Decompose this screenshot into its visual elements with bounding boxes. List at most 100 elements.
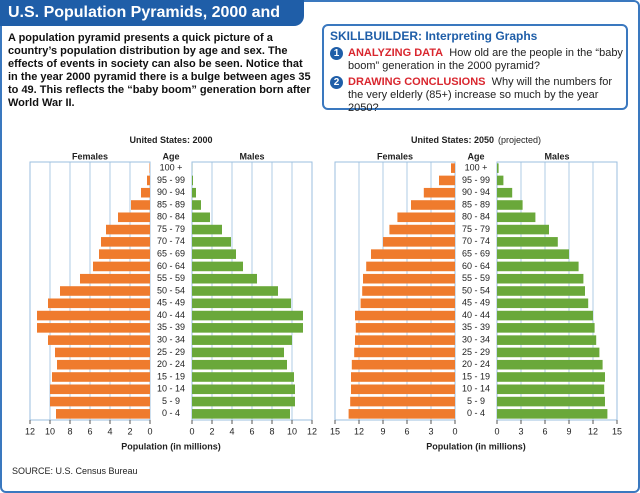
- category-label: 80 - 84: [157, 212, 185, 222]
- bar: [497, 163, 499, 173]
- item-number: 1: [330, 47, 343, 60]
- category-label: 85 - 89: [462, 199, 490, 209]
- category-heading: Age: [162, 151, 179, 161]
- item-body: DRAWING CONCLUSIONS Why will the numbers…: [348, 76, 626, 115]
- category-label: 20 - 24: [157, 359, 185, 369]
- series-heading: Females: [72, 151, 108, 161]
- bar: [389, 224, 455, 235]
- bar: [355, 310, 455, 321]
- bar: [497, 175, 504, 186]
- bar: [52, 372, 150, 382]
- bar: [192, 310, 303, 321]
- skillbuilder-title: SKILLBUILDER: Interpreting Graphs: [330, 29, 538, 43]
- bar: [383, 237, 455, 247]
- bar: [439, 175, 455, 186]
- bar: [192, 409, 290, 419]
- bar: [497, 187, 513, 198]
- bar: [55, 347, 150, 358]
- bar: [131, 200, 150, 210]
- item-text: Why will the numbers for the very elderl…: [348, 76, 613, 114]
- bar: [348, 409, 455, 419]
- category-label: 90 - 94: [157, 187, 185, 197]
- header-title: U.S. Population Pyramids, 2000 and 2050: [0, 0, 304, 47]
- bar: [101, 237, 150, 247]
- category-label: 60 - 64: [157, 261, 185, 271]
- bar: [497, 372, 605, 382]
- bar: [192, 212, 210, 223]
- category-label: 35 - 39: [157, 322, 185, 332]
- x-tick-label: 8: [67, 426, 72, 436]
- category-label: 70 - 74: [462, 236, 490, 246]
- bar: [363, 273, 455, 284]
- bar: [497, 224, 549, 235]
- chart-title-group: United States: 2000: [129, 135, 212, 145]
- x-axis-label: Population (in millions): [121, 441, 221, 451]
- x-tick-label: 10: [287, 426, 297, 436]
- bar: [351, 372, 455, 382]
- bar: [192, 249, 236, 259]
- category-label: 95 - 99: [157, 175, 185, 185]
- x-tick-label: 4: [107, 426, 112, 436]
- category-label: 5 - 9: [162, 396, 180, 406]
- category-label: 15 - 19: [157, 371, 185, 381]
- category-label: 100 +: [465, 163, 488, 173]
- bar: [192, 286, 278, 296]
- bar: [423, 187, 455, 198]
- category-label: 20 - 24: [462, 359, 490, 369]
- category-heading: Age: [467, 151, 484, 161]
- bar: [192, 175, 193, 186]
- bar: [362, 286, 455, 296]
- x-tick-label: 6: [542, 426, 547, 436]
- bar: [411, 200, 455, 210]
- skill-item: 2 DRAWING CONCLUSIONS Why will the numbe…: [330, 76, 626, 115]
- item-number: 2: [330, 76, 343, 89]
- bar: [48, 298, 150, 309]
- bar: [355, 335, 455, 345]
- bar: [497, 273, 584, 284]
- item-label: ANALYZING DATA: [348, 47, 444, 59]
- x-tick-label: 0: [189, 426, 194, 436]
- category-label: 45 - 49: [462, 298, 490, 308]
- bar: [192, 187, 196, 198]
- category-label: 10 - 14: [462, 384, 490, 394]
- category-label: 50 - 54: [462, 285, 490, 295]
- bar: [56, 409, 150, 419]
- category-label: 65 - 69: [157, 249, 185, 259]
- bar: [192, 273, 257, 284]
- x-tick-label: 10: [45, 426, 55, 436]
- bar: [192, 224, 222, 235]
- bar: [497, 335, 597, 345]
- x-tick-label: 2: [127, 426, 132, 436]
- bar: [192, 200, 201, 210]
- bar: [497, 249, 569, 259]
- x-tick-label: 4: [229, 426, 234, 436]
- skillbuilder: SKILLBUILDER: Interpreting Graphs 1 ANAL…: [322, 24, 628, 114]
- x-tick-label: 3: [428, 426, 433, 436]
- bar: [50, 396, 150, 407]
- x-tick-label: 0: [147, 426, 152, 436]
- category-label: 50 - 54: [157, 285, 185, 295]
- bar: [397, 212, 455, 223]
- bar: [99, 249, 150, 259]
- bar: [354, 347, 455, 358]
- category-label: 40 - 44: [157, 310, 185, 320]
- bar: [80, 273, 150, 284]
- category-label: 10 - 14: [157, 384, 185, 394]
- x-axis-label: Population (in millions): [426, 441, 526, 451]
- bar: [355, 323, 455, 333]
- bar: [451, 163, 455, 173]
- x-tick-label: 12: [25, 426, 35, 436]
- bar: [192, 237, 231, 247]
- category-label: 90 - 94: [462, 187, 490, 197]
- category-label: 65 - 69: [462, 249, 490, 259]
- bar: [60, 286, 150, 296]
- bar: [192, 372, 294, 382]
- series-heading: Males: [544, 151, 569, 161]
- bar: [192, 359, 287, 370]
- category-label: 25 - 29: [157, 347, 185, 357]
- x-tick-label: 0: [494, 426, 499, 436]
- bar: [192, 335, 292, 345]
- x-tick-label: 9: [380, 426, 385, 436]
